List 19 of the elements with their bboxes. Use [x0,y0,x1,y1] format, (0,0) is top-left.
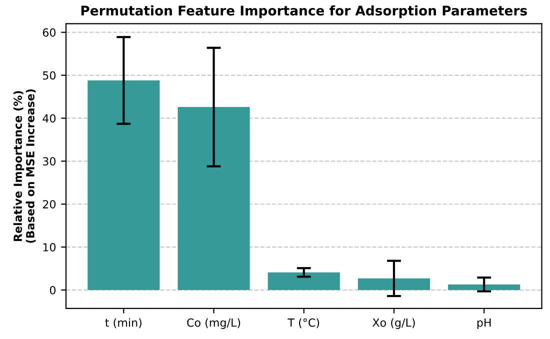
x-tick-label: pH [477,318,491,329]
y-tick-label: 0 [50,286,56,294]
bar [88,80,160,290]
x-tick-label: Co (mg/L) [187,318,240,329]
y-tick-label: 50 [42,71,56,80]
y-tick-label: 20 [42,200,56,208]
y-tick-label: 60 [42,28,56,37]
y-tick-label: 10 [43,243,56,252]
bar [268,272,340,290]
bar [178,107,250,290]
x-tick-label: t (min) [105,318,142,328]
y-tick-label: 40 [42,114,56,123]
bar [448,284,520,290]
bar [358,278,430,290]
y-tick-label: 30 [42,157,56,166]
x-tick-label: T (°C) [288,318,320,328]
y-axis-title: Relative Importance (%) (Based on MSE Increase) [13,89,36,243]
chart-title: Permutation Feature Importance for Adsorption Parameters [81,5,527,18]
x-tick-label: Xo (g/L) [372,318,415,329]
